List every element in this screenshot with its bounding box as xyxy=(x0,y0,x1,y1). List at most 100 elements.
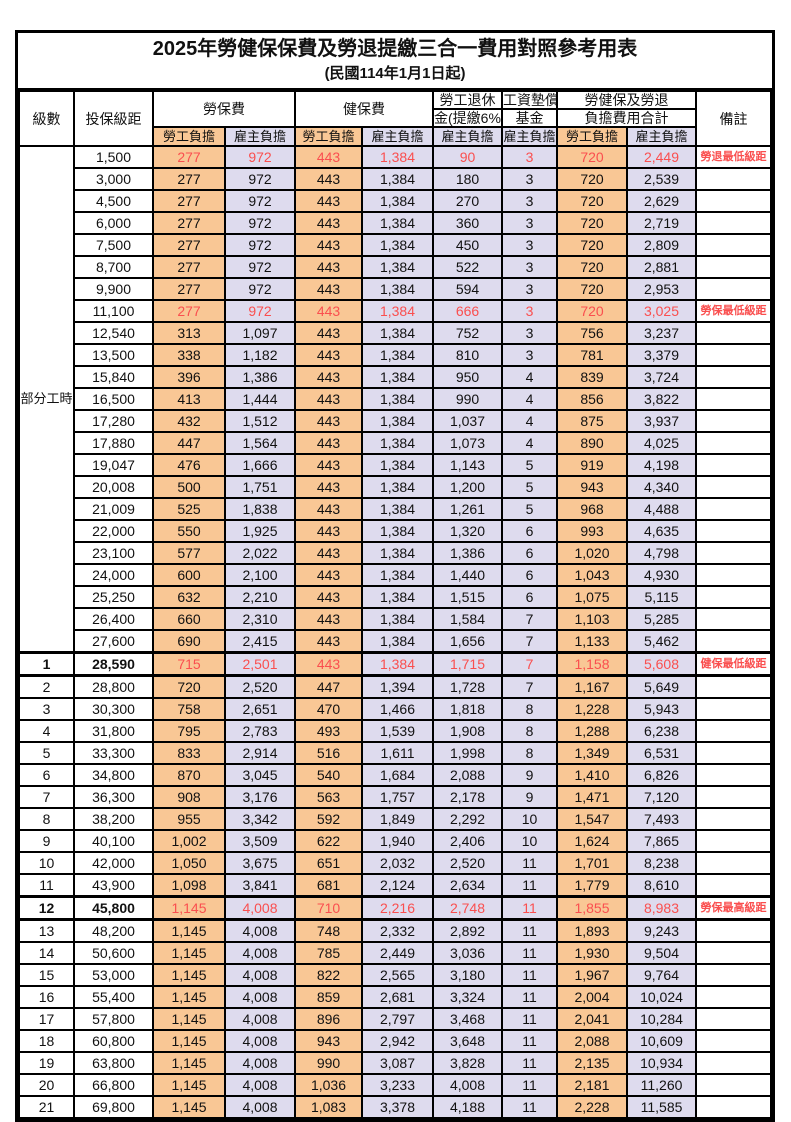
value-cell: 3,378 xyxy=(361,1095,434,1119)
value-cell: 1,145 xyxy=(152,1051,226,1075)
table-row: 4 31,800 795 2,783 493 1,539 1,908 8 1,288 6,238 xyxy=(18,719,772,743)
value-cell: 2,748 xyxy=(432,895,503,921)
value-cell: 1,384 xyxy=(361,651,434,677)
bracket-cell: 3,000 xyxy=(73,167,154,191)
remark-cell xyxy=(695,387,772,411)
value-cell: 972 xyxy=(224,277,296,301)
level-cell: 17 xyxy=(18,1007,75,1031)
remark-cell xyxy=(695,1095,772,1119)
value-cell: 10,609 xyxy=(626,1029,697,1053)
remark-cell xyxy=(695,918,772,943)
value-cell: 1,288 xyxy=(556,719,628,743)
value-cell: 1,145 xyxy=(152,895,226,921)
table-row: 9,900 277 972 443 1,384 594 3 720 2,953 xyxy=(19,277,772,301)
value-cell: 2,332 xyxy=(361,918,434,943)
value-cell: 1,228 xyxy=(556,697,628,721)
remark-cell xyxy=(695,321,772,345)
level-cell: 10 xyxy=(18,851,75,875)
subheader-total-employee: 勞工負擔 xyxy=(556,126,628,147)
value-cell: 3,180 xyxy=(432,963,503,987)
value-cell: 450 xyxy=(432,233,503,257)
value-cell: 1,384 xyxy=(361,189,434,213)
value-cell: 6,531 xyxy=(626,741,697,765)
value-cell: 1,539 xyxy=(361,719,434,743)
value-cell: 11 xyxy=(501,1029,558,1053)
value-cell: 313 xyxy=(152,321,226,345)
table-row: 10 42,000 1,050 3,675 651 2,032 2,520 11 1,701 8,… xyxy=(18,851,772,875)
value-cell: 2,651 xyxy=(224,697,296,721)
value-cell: 2,181 xyxy=(556,1073,628,1097)
table-row: 8 38,200 955 3,342 592 1,849 2,292 10 1,547 7,493 xyxy=(18,807,772,831)
value-cell: 11 xyxy=(501,985,558,1009)
value-cell: 1,666 xyxy=(224,453,296,477)
value-cell: 8 xyxy=(501,719,558,743)
value-cell: 5,943 xyxy=(626,697,697,721)
value-cell: 1,751 xyxy=(224,475,296,499)
value-cell: 413 xyxy=(152,387,226,411)
value-cell: 3,087 xyxy=(361,1051,434,1075)
value-cell: 443 xyxy=(294,497,363,521)
value-cell: 11 xyxy=(501,1051,558,1075)
bracket-cell: 33,300 xyxy=(73,741,154,765)
table-row: 6 34,800 870 3,045 540 1,684 2,088 9 1,410 6,826 xyxy=(18,763,772,787)
value-cell: 1,849 xyxy=(361,807,434,831)
value-cell: 5,608 xyxy=(626,651,697,677)
value-cell: 2,449 xyxy=(361,941,434,965)
value-cell: 1,925 xyxy=(224,519,296,543)
value-cell: 443 xyxy=(294,607,363,631)
header-row-sub: 勞工負擔 雇主負擔 勞工負擔 雇主負擔 雇主負擔 雇主負擔 勞工負擔 雇主負擔 xyxy=(19,126,771,147)
value-cell: 3,324 xyxy=(432,985,503,1009)
value-cell: 943 xyxy=(294,1029,363,1053)
value-cell: 1,145 xyxy=(152,1095,226,1119)
table-row: 20,008 500 1,751 443 1,384 1,200 5 943 4,340 xyxy=(19,475,772,499)
value-cell: 2,629 xyxy=(626,189,697,213)
table-row: 18 60,800 1,145 4,008 943 2,942 3,648 11 2,088 10… xyxy=(18,1029,772,1053)
value-cell: 470 xyxy=(294,697,363,721)
table-row: 21,009 525 1,838 443 1,384 1,261 5 968 4,488 xyxy=(19,497,772,521)
bracket-cell: 34,800 xyxy=(73,763,154,787)
value-cell: 822 xyxy=(294,963,363,987)
value-cell: 11 xyxy=(501,873,558,898)
value-cell: 1,349 xyxy=(556,741,628,765)
level-cell: 5 xyxy=(18,741,75,765)
value-cell: 180 xyxy=(432,167,503,191)
value-cell: 277 xyxy=(152,277,226,301)
value-cell: 2,539 xyxy=(626,167,697,191)
value-cell: 1,757 xyxy=(361,785,434,809)
bracket-cell: 26,400 xyxy=(73,607,154,631)
value-cell: 1,512 xyxy=(224,409,296,433)
value-cell: 447 xyxy=(294,674,363,699)
value-cell: 1,967 xyxy=(556,963,628,987)
col-header-health-insurance: 健保費 xyxy=(294,90,434,128)
value-cell: 1,564 xyxy=(224,431,296,455)
level-cell: 7 xyxy=(18,785,75,809)
value-cell: 3,025 xyxy=(626,299,697,323)
value-cell: 1,384 xyxy=(361,453,434,477)
value-cell: 3,036 xyxy=(432,941,503,965)
table-row: 13,500 338 1,182 443 1,384 810 3 781 3,379 xyxy=(19,343,772,367)
value-cell: 2,022 xyxy=(224,541,296,565)
value-cell: 990 xyxy=(432,387,503,411)
value-cell: 5,462 xyxy=(626,629,697,654)
bracket-cell: 17,880 xyxy=(73,431,154,455)
value-cell: 720 xyxy=(556,255,628,279)
value-cell: 4,008 xyxy=(224,1095,296,1119)
value-cell: 2,292 xyxy=(432,807,503,831)
value-cell: 7,120 xyxy=(626,785,697,809)
value-cell: 622 xyxy=(294,829,363,853)
level-cell: 12 xyxy=(18,895,75,921)
value-cell: 1,097 xyxy=(224,321,296,345)
value-cell: 3,233 xyxy=(361,1073,434,1097)
bracket-cell: 55,400 xyxy=(73,985,154,1009)
value-cell: 4,008 xyxy=(224,1029,296,1053)
value-cell: 908 xyxy=(152,785,226,809)
remark-cell xyxy=(695,431,772,455)
bracket-cell: 45,800 xyxy=(73,895,154,921)
bracket-cell: 19,047 xyxy=(73,453,154,477)
level-cell: 2 xyxy=(18,674,75,699)
bracket-cell: 42,000 xyxy=(73,851,154,875)
remark-cell xyxy=(695,233,772,257)
value-cell: 720 xyxy=(556,277,628,301)
value-cell: 4,025 xyxy=(626,431,697,455)
value-cell: 11 xyxy=(501,918,558,943)
